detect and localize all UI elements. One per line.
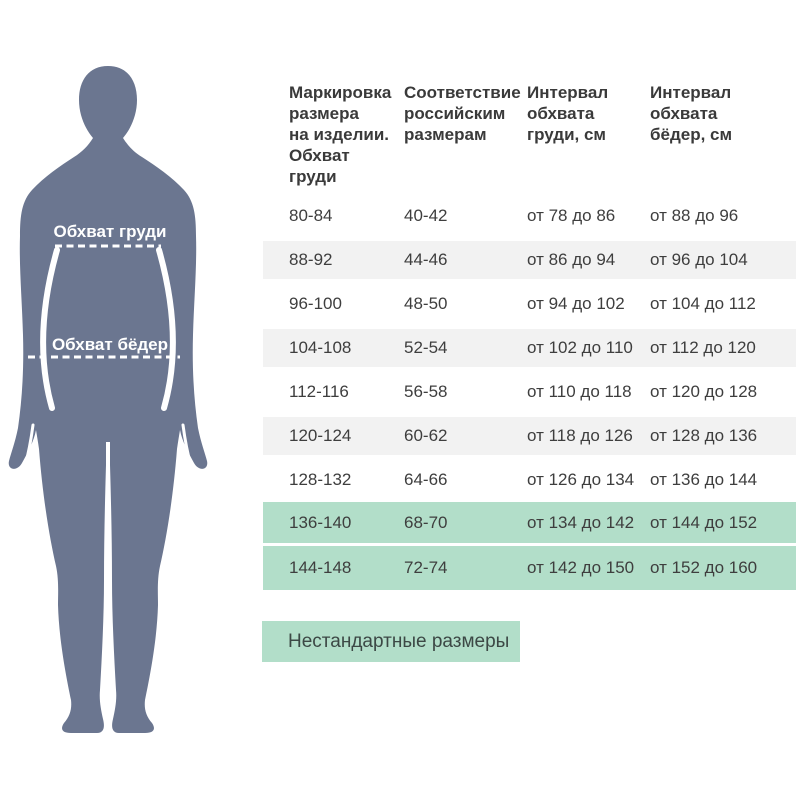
female-body-silhouette: [8, 66, 208, 733]
russian-size-cell: 64-66: [404, 470, 448, 489]
size-table: Маркировка размера на изделии. Обхват гр…: [263, 82, 796, 590]
chest-interval-cell: от 78 до 86: [527, 206, 616, 225]
table-body: 80-84 40-42 от 78 до 86 от 88 до 96 88-9…: [263, 194, 796, 590]
chest-interval-cell: от 110 до 118: [527, 382, 632, 401]
size-marking-cell: 96-100: [289, 294, 342, 313]
table-row: 80-84 40-42 от 78 до 86 от 88 до 96: [263, 194, 796, 238]
table-row: 104-108 52-54 от 102 до 110 от 112 до 12…: [263, 326, 796, 370]
russian-size-cell: 60-62: [404, 426, 448, 445]
hips-interval-cell: от 144 до 152: [650, 512, 758, 532]
table-row: 136-140 68-70 от 134 до 142 от 144 до 15…: [263, 502, 796, 546]
chest-interval-cell: от 94 до 102: [527, 294, 625, 313]
russian-size-cell: 72-74: [404, 558, 448, 577]
size-marking-cell: 88-92: [289, 250, 333, 269]
hips-interval-cell: от 152 до 160: [650, 558, 758, 577]
size-marking-cell: 112-116: [289, 382, 349, 401]
hips-interval-cell: от 88 до 96: [650, 206, 739, 225]
chest-interval-cell: от 134 до 142: [527, 512, 635, 532]
chest-interval-cell: от 126 до 134: [527, 470, 635, 489]
hips-interval-cell: от 120 до 128: [650, 382, 758, 401]
size-marking-cell: 104-108: [289, 338, 352, 357]
chest-interval-cell: от 86 до 94: [527, 250, 616, 269]
col-header-chest: Интервал обхвата груди, см: [527, 83, 609, 144]
russian-size-cell: 44-46: [404, 250, 448, 269]
russian-size-cell: 68-70: [404, 512, 448, 532]
hips-interval-cell: от 96 до 104: [650, 250, 748, 269]
russian-size-cell: 56-58: [404, 382, 448, 401]
size-marking-cell: 128-132: [289, 470, 352, 489]
col-header-russian: Соответствие российским размерам: [404, 83, 521, 144]
hips-interval-cell: от 128 до 136: [650, 426, 758, 445]
russian-size-cell: 52-54: [404, 338, 448, 357]
hips-interval-cell: от 136 до 144: [650, 470, 758, 489]
nonstandard-sizes-legend: Нестандартные размеры: [262, 621, 520, 662]
body-shape: [8, 66, 208, 733]
size-marking-cell: 80-84: [289, 206, 333, 225]
size-marking-cell: 144-148: [289, 558, 352, 577]
legend-label: Нестандартные размеры: [288, 630, 510, 652]
russian-size-cell: 48-50: [404, 294, 448, 313]
size-marking-cell: 120-124: [289, 426, 352, 445]
table-header-row: Маркировка размера на изделии. Обхват гр…: [263, 82, 796, 187]
chest-interval-cell: от 142 до 150: [527, 558, 635, 577]
russian-size-cell: 40-42: [404, 206, 448, 225]
left-hand-gap: [23, 423, 35, 468]
right-hand-gap: [181, 423, 193, 468]
table-row: 112-116 56-58 от 110 до 118 от 120 до 12…: [263, 370, 796, 414]
size-marking-cell: 136-140: [289, 512, 352, 532]
col-header-hips: Интервал обхвата бёдер, см: [650, 83, 733, 144]
table-row: 96-100 48-50 от 94 до 102 от 104 до 112: [263, 282, 796, 326]
chest-interval-cell: от 118 до 126: [527, 426, 633, 445]
col-header-marking: Маркировка размера на изделии. Обхват гр…: [289, 83, 392, 186]
figure-panel: Обхват груди Обхват бёдер: [0, 0, 250, 800]
chest-circumference-label: Обхват груди: [53, 222, 167, 241]
table-row: 120-124 60-62 от 118 до 126 от 128 до 13…: [263, 414, 796, 458]
hips-circumference-label: Обхват бёдер: [51, 335, 169, 354]
left-arm-gap: [40, 247, 60, 411]
right-arm-gap: [156, 247, 176, 411]
table-row: 88-92 44-46 от 86 до 94 от 96 до 104: [263, 238, 796, 282]
chest-interval-cell: от 102 до 110: [527, 338, 633, 357]
table-row: 144-148 72-74 от 142 до 150 от 152 до 16…: [263, 546, 796, 590]
table-row: 128-132 64-66 от 126 до 134 от 136 до 14…: [263, 458, 796, 502]
hips-interval-cell: от 112 до 120: [650, 338, 756, 357]
hips-interval-cell: от 104 до 112: [650, 294, 756, 313]
